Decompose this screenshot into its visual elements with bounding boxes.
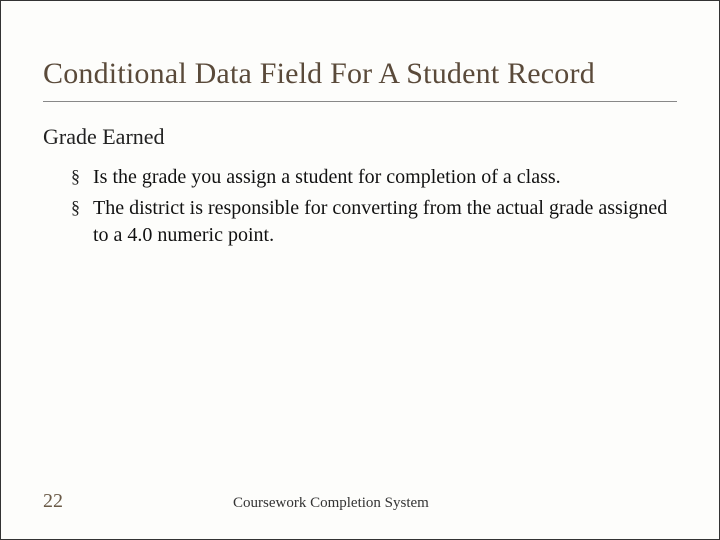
footer: 22 Coursework Completion System [43, 490, 677, 513]
bullet-text: The district is responsible for converti… [93, 197, 667, 246]
bullet-icon: § [71, 164, 80, 188]
bullet-list: § Is the grade you assign a student for … [43, 164, 677, 249]
bullet-item: § The district is responsible for conver… [71, 195, 677, 249]
bullet-text: Is the grade you assign a student for co… [93, 166, 561, 188]
bullet-item: § Is the grade you assign a student for … [71, 164, 677, 191]
slide-title: Conditional Data Field For A Student Rec… [43, 57, 677, 91]
title-divider [43, 101, 677, 102]
subheading: Grade Earned [43, 124, 677, 150]
slide: Conditional Data Field For A Student Rec… [1, 1, 719, 539]
footer-label: Coursework Completion System [233, 495, 429, 512]
page-number: 22 [43, 490, 203, 513]
bullet-icon: § [71, 195, 80, 219]
